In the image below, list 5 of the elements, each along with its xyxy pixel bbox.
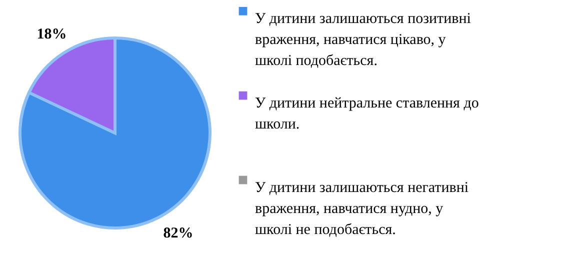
- data-label: 18%: [36, 26, 67, 42]
- legend-label: У дитини залишаються позитивні враження, навчатися цікаво, у школі подобається.: [255, 11, 471, 70]
- legend-label: У дитини нейтральне ставлення до школи.: [255, 96, 479, 133]
- legend-label: У дитини залишаються негативні враження, навчатися нудно, у школі не подобається.: [255, 180, 469, 238]
- data-label: 82%: [163, 226, 194, 242]
